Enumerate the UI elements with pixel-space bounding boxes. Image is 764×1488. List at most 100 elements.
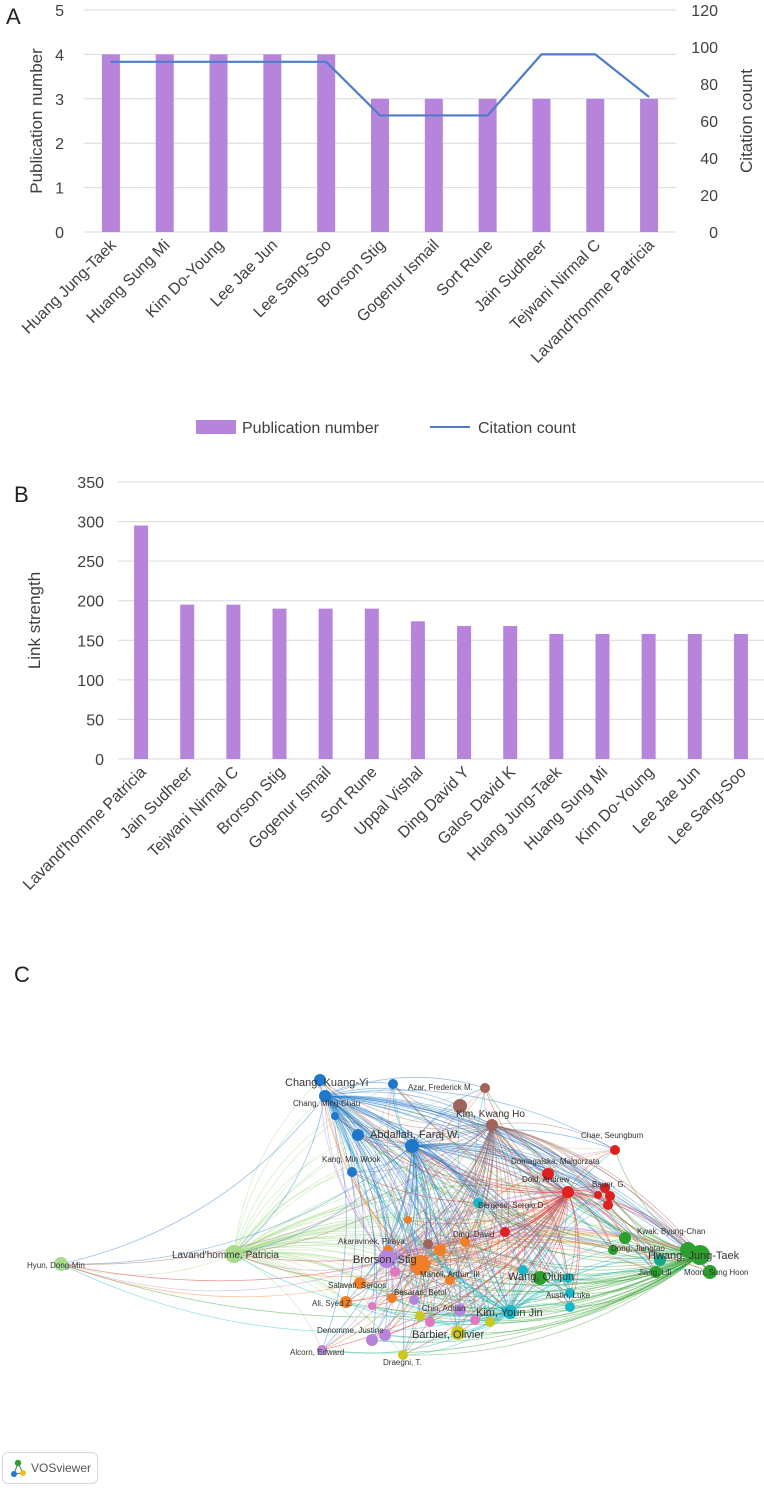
- edge: [324, 1095, 569, 1193]
- edge: [411, 1144, 599, 1196]
- y-tick-label: 300: [77, 515, 104, 532]
- edge: [392, 1083, 493, 1126]
- network-node-label: Chin, Adrian: [422, 1304, 466, 1313]
- edge: [233, 1235, 524, 1271]
- edge: [334, 1115, 701, 1256]
- edge: [384, 1311, 511, 1339]
- bar: [101, 54, 120, 233]
- legend-label-publication: Publication number: [242, 420, 380, 437]
- edge: [324, 1095, 606, 1189]
- network-node: [398, 1350, 408, 1360]
- edge: [233, 1242, 388, 1260]
- edge: [491, 1124, 701, 1256]
- network-node-label: Alcorn, Edward: [290, 1348, 344, 1357]
- edge: [233, 1198, 479, 1255]
- edge: [491, 1124, 571, 1294]
- bar: [640, 98, 659, 232]
- edge: [567, 1191, 657, 1273]
- edge: [411, 1145, 428, 1301]
- network-node: [610, 1145, 620, 1155]
- edge: [324, 1091, 493, 1126]
- edge: [411, 1145, 701, 1256]
- edge: [233, 1115, 336, 1255]
- edge: [419, 1173, 549, 1266]
- edge: [371, 1191, 569, 1341]
- y-tick-label: 50: [86, 712, 104, 729]
- edge: [569, 1254, 701, 1308]
- edge: [429, 1124, 493, 1323]
- edge: [419, 1124, 493, 1266]
- edge: [371, 1254, 701, 1343]
- edge: [477, 1202, 701, 1258]
- network-node-label: Domagalska, Malgorzata: [511, 1157, 600, 1166]
- bar: [687, 633, 702, 759]
- bar: [410, 621, 425, 759]
- bar: [209, 54, 228, 233]
- edge: [387, 1249, 511, 1313]
- edge: [509, 1259, 661, 1313]
- vosviewer-logo: VOSviewer: [2, 1452, 98, 1484]
- edge: [384, 1191, 569, 1336]
- edge: [233, 1253, 386, 1336]
- edge: [233, 1236, 541, 1279]
- edge: [60, 1095, 326, 1265]
- network-node: [319, 1090, 331, 1102]
- edge: [233, 1179, 606, 1255]
- edge: [351, 1171, 701, 1259]
- y2-tick-label: 120: [691, 3, 718, 20]
- edge: [411, 1145, 524, 1271]
- edge: [419, 1241, 711, 1273]
- edge: [411, 1145, 439, 1323]
- edge: [386, 1191, 569, 1260]
- edge: [324, 1095, 689, 1251]
- edge: [413, 1254, 701, 1309]
- edge: [233, 1253, 511, 1317]
- network-node-label: Brorson, Stig: [353, 1254, 417, 1266]
- chart-a: 0 1 2 3 4 5 0 20 40 60 80 100 120 Publication number C…: [19, 3, 756, 437]
- edge: [411, 1145, 657, 1273]
- edge: [491, 1124, 661, 1261]
- edge: [392, 1083, 511, 1313]
- edge: [319, 1079, 388, 1260]
- edge: [392, 1083, 569, 1193]
- network-node: [594, 1191, 602, 1199]
- edge: [373, 1083, 394, 1260]
- edge: [324, 1095, 701, 1256]
- edge: [509, 1254, 701, 1313]
- network-node: [480, 1083, 490, 1093]
- edge: [419, 1232, 689, 1266]
- edge: [459, 1105, 569, 1193]
- edge: [429, 1191, 569, 1323]
- x-tick-label: Huang Jung-Taek: [19, 236, 120, 337]
- network-node: [654, 1254, 666, 1266]
- edge: [402, 1254, 701, 1356]
- edge: [387, 1145, 414, 1251]
- edge: [321, 1254, 701, 1354]
- y-tick-label: 100: [77, 673, 104, 690]
- y2-tick-label: 0: [709, 225, 718, 242]
- bar: [641, 633, 656, 759]
- edge: [411, 1145, 626, 1239]
- edge: [371, 1145, 416, 1341]
- edge: [233, 1079, 321, 1255]
- edge: [233, 1134, 359, 1255]
- edge: [411, 1145, 428, 1266]
- network-node: [518, 1265, 528, 1275]
- edge: [419, 1246, 657, 1273]
- network-node: [434, 1244, 446, 1256]
- vosviewer-text: VOSviewer: [31, 1461, 92, 1475]
- network-node: [533, 1271, 547, 1285]
- network-node-label: Bergese, Sergio D.: [478, 1201, 546, 1210]
- edge: [411, 1145, 569, 1193]
- edge: [357, 1124, 493, 1143]
- edge: [233, 1217, 506, 1255]
- network-node-label: Ding, David: [453, 1230, 494, 1239]
- y2-tick-label: 20: [700, 188, 718, 205]
- edge: [233, 1191, 609, 1255]
- edge: [324, 1095, 571, 1294]
- edge: [464, 1191, 569, 1243]
- coauthorship-network: Chang, Kuang-Yi Chang, Ming-Chau Azar, Fre…: [27, 1074, 749, 1367]
- edge: [233, 1210, 689, 1255]
- network-node: [608, 1245, 618, 1255]
- edge: [386, 1240, 657, 1273]
